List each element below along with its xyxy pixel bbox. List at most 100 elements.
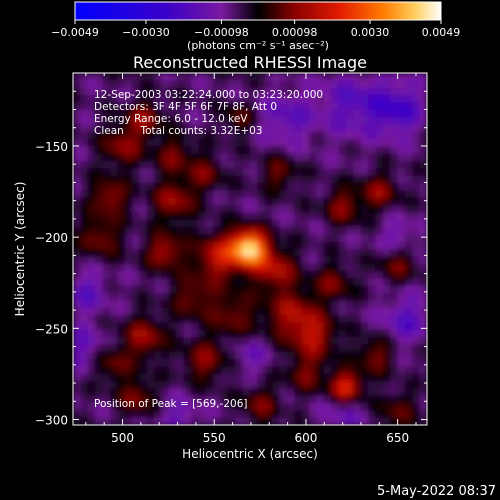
- heatmap-cell: [198, 102, 207, 111]
- heatmap-cell: [264, 322, 273, 331]
- heatmap-cell: [382, 80, 391, 89]
- heatmap-cell: [368, 234, 376, 243]
- heatmap-cell: [80, 109, 89, 118]
- heatmap-cell: [353, 322, 362, 331]
- heatmap-cell: [279, 329, 288, 338]
- heatmap-cell: [272, 190, 281, 199]
- heatmap-cell: [353, 117, 362, 125]
- heatmap-cell: [368, 373, 376, 382]
- heatmap-cell: [272, 227, 281, 235]
- heatmap-cell: [80, 395, 89, 404]
- heatmap-cell: [316, 87, 325, 96]
- heatmap-cell: [338, 381, 347, 389]
- heatmap-cell: [264, 161, 273, 169]
- heatmap-cell: [117, 351, 126, 360]
- heatmap-cell: [272, 161, 281, 169]
- heatmap-cell: [95, 95, 104, 103]
- heatmap-cell: [279, 359, 288, 367]
- heatmap-cell: [331, 175, 340, 184]
- heatmap-cell: [353, 175, 362, 184]
- heatmap-cell: [146, 359, 155, 367]
- heatmap-cell: [368, 315, 376, 323]
- heatmap-cell: [80, 256, 89, 265]
- heatmap-cell: [257, 161, 266, 169]
- heatmap-cell: [73, 278, 81, 287]
- heatmap-cell: [124, 395, 133, 404]
- heatmap-cell: [360, 109, 369, 118]
- heatmap-cell: [294, 95, 303, 103]
- heatmap-cell: [397, 403, 406, 411]
- heatmap-cell: [176, 227, 185, 235]
- heatmap-cell: [95, 197, 104, 206]
- heatmap-cell: [80, 219, 89, 228]
- heatmap-cell: [161, 395, 170, 404]
- heatmap-cell: [360, 102, 369, 111]
- heatmap-cell: [87, 271, 96, 279]
- heatmap-cell: [345, 381, 354, 389]
- heatmap-cell: [205, 359, 214, 367]
- heatmap-cell: [154, 183, 163, 191]
- heatmap-cell: [95, 315, 104, 323]
- heatmap-cell: [360, 410, 369, 419]
- heatmap-cell: [331, 249, 340, 257]
- heatmap-cell: [220, 124, 229, 133]
- heatmap-cell: [117, 366, 126, 375]
- heatmap-cell: [80, 366, 89, 375]
- heatmap-cell: [198, 139, 207, 147]
- heatmap-cell: [146, 381, 155, 389]
- heatmap-cell: [390, 175, 399, 184]
- heatmap-cell: [168, 322, 177, 331]
- heatmap-cell: [272, 344, 281, 353]
- heatmap-cell: [161, 183, 170, 191]
- heatmap-cell: [139, 337, 148, 345]
- heatmap-cell: [264, 351, 273, 360]
- heatmap-cell: [139, 109, 148, 118]
- heatmap-cell: [272, 256, 281, 265]
- heatmap-cell: [227, 271, 236, 279]
- heatmap-cell: [397, 271, 406, 279]
- heatmap-cell: [205, 146, 214, 155]
- heatmap-cell: [294, 73, 303, 81]
- heatmap-cell: [220, 381, 229, 389]
- heatmap-cell: [250, 256, 258, 265]
- heatmap-cell: [102, 373, 111, 382]
- heatmap-cell: [80, 307, 89, 316]
- heatmap-cell: [183, 388, 192, 397]
- heatmap-cell: [235, 117, 244, 125]
- heatmap-cell: [198, 219, 207, 228]
- heatmap-cell: [419, 87, 427, 96]
- heatmap-cell: [139, 205, 148, 213]
- heatmap-cell: [345, 102, 354, 111]
- heatmap-cell: [146, 80, 155, 89]
- heatmap-cell: [264, 212, 273, 221]
- heatmap-cell: [95, 131, 104, 140]
- heatmap-cell: [264, 80, 273, 89]
- heatmap-cell: [213, 249, 222, 257]
- heatmap-cell: [264, 329, 273, 338]
- heatmap-cell: [404, 263, 413, 272]
- heatmap-cell: [154, 322, 163, 331]
- heatmap-cell: [353, 293, 362, 301]
- heatmap-cell: [95, 263, 104, 272]
- heatmap-cell: [242, 153, 251, 162]
- heatmap-cell: [360, 219, 369, 228]
- heatmap-cell: [250, 249, 258, 257]
- heatmap-cell: [198, 124, 207, 133]
- heatmap-cell: [360, 131, 369, 140]
- heatmap-cell: [264, 205, 273, 213]
- heatmap-cell: [331, 329, 340, 338]
- heatmap-cell: [139, 131, 148, 140]
- heatmap-cell: [102, 205, 111, 213]
- heatmap-cell: [390, 329, 399, 338]
- heatmap-cell: [198, 278, 207, 287]
- heatmap-cell: [419, 381, 427, 389]
- heatmap-cell: [286, 227, 295, 235]
- heatmap-cell: [242, 183, 251, 191]
- heatmap-cell: [404, 249, 413, 257]
- heatmap-cell: [412, 102, 421, 111]
- heatmap-cell: [250, 307, 258, 316]
- heatmap-cell: [323, 417, 332, 425]
- heatmap-cell: [272, 95, 281, 103]
- heatmap-cell: [279, 131, 288, 140]
- heatmap-cell: [404, 307, 413, 316]
